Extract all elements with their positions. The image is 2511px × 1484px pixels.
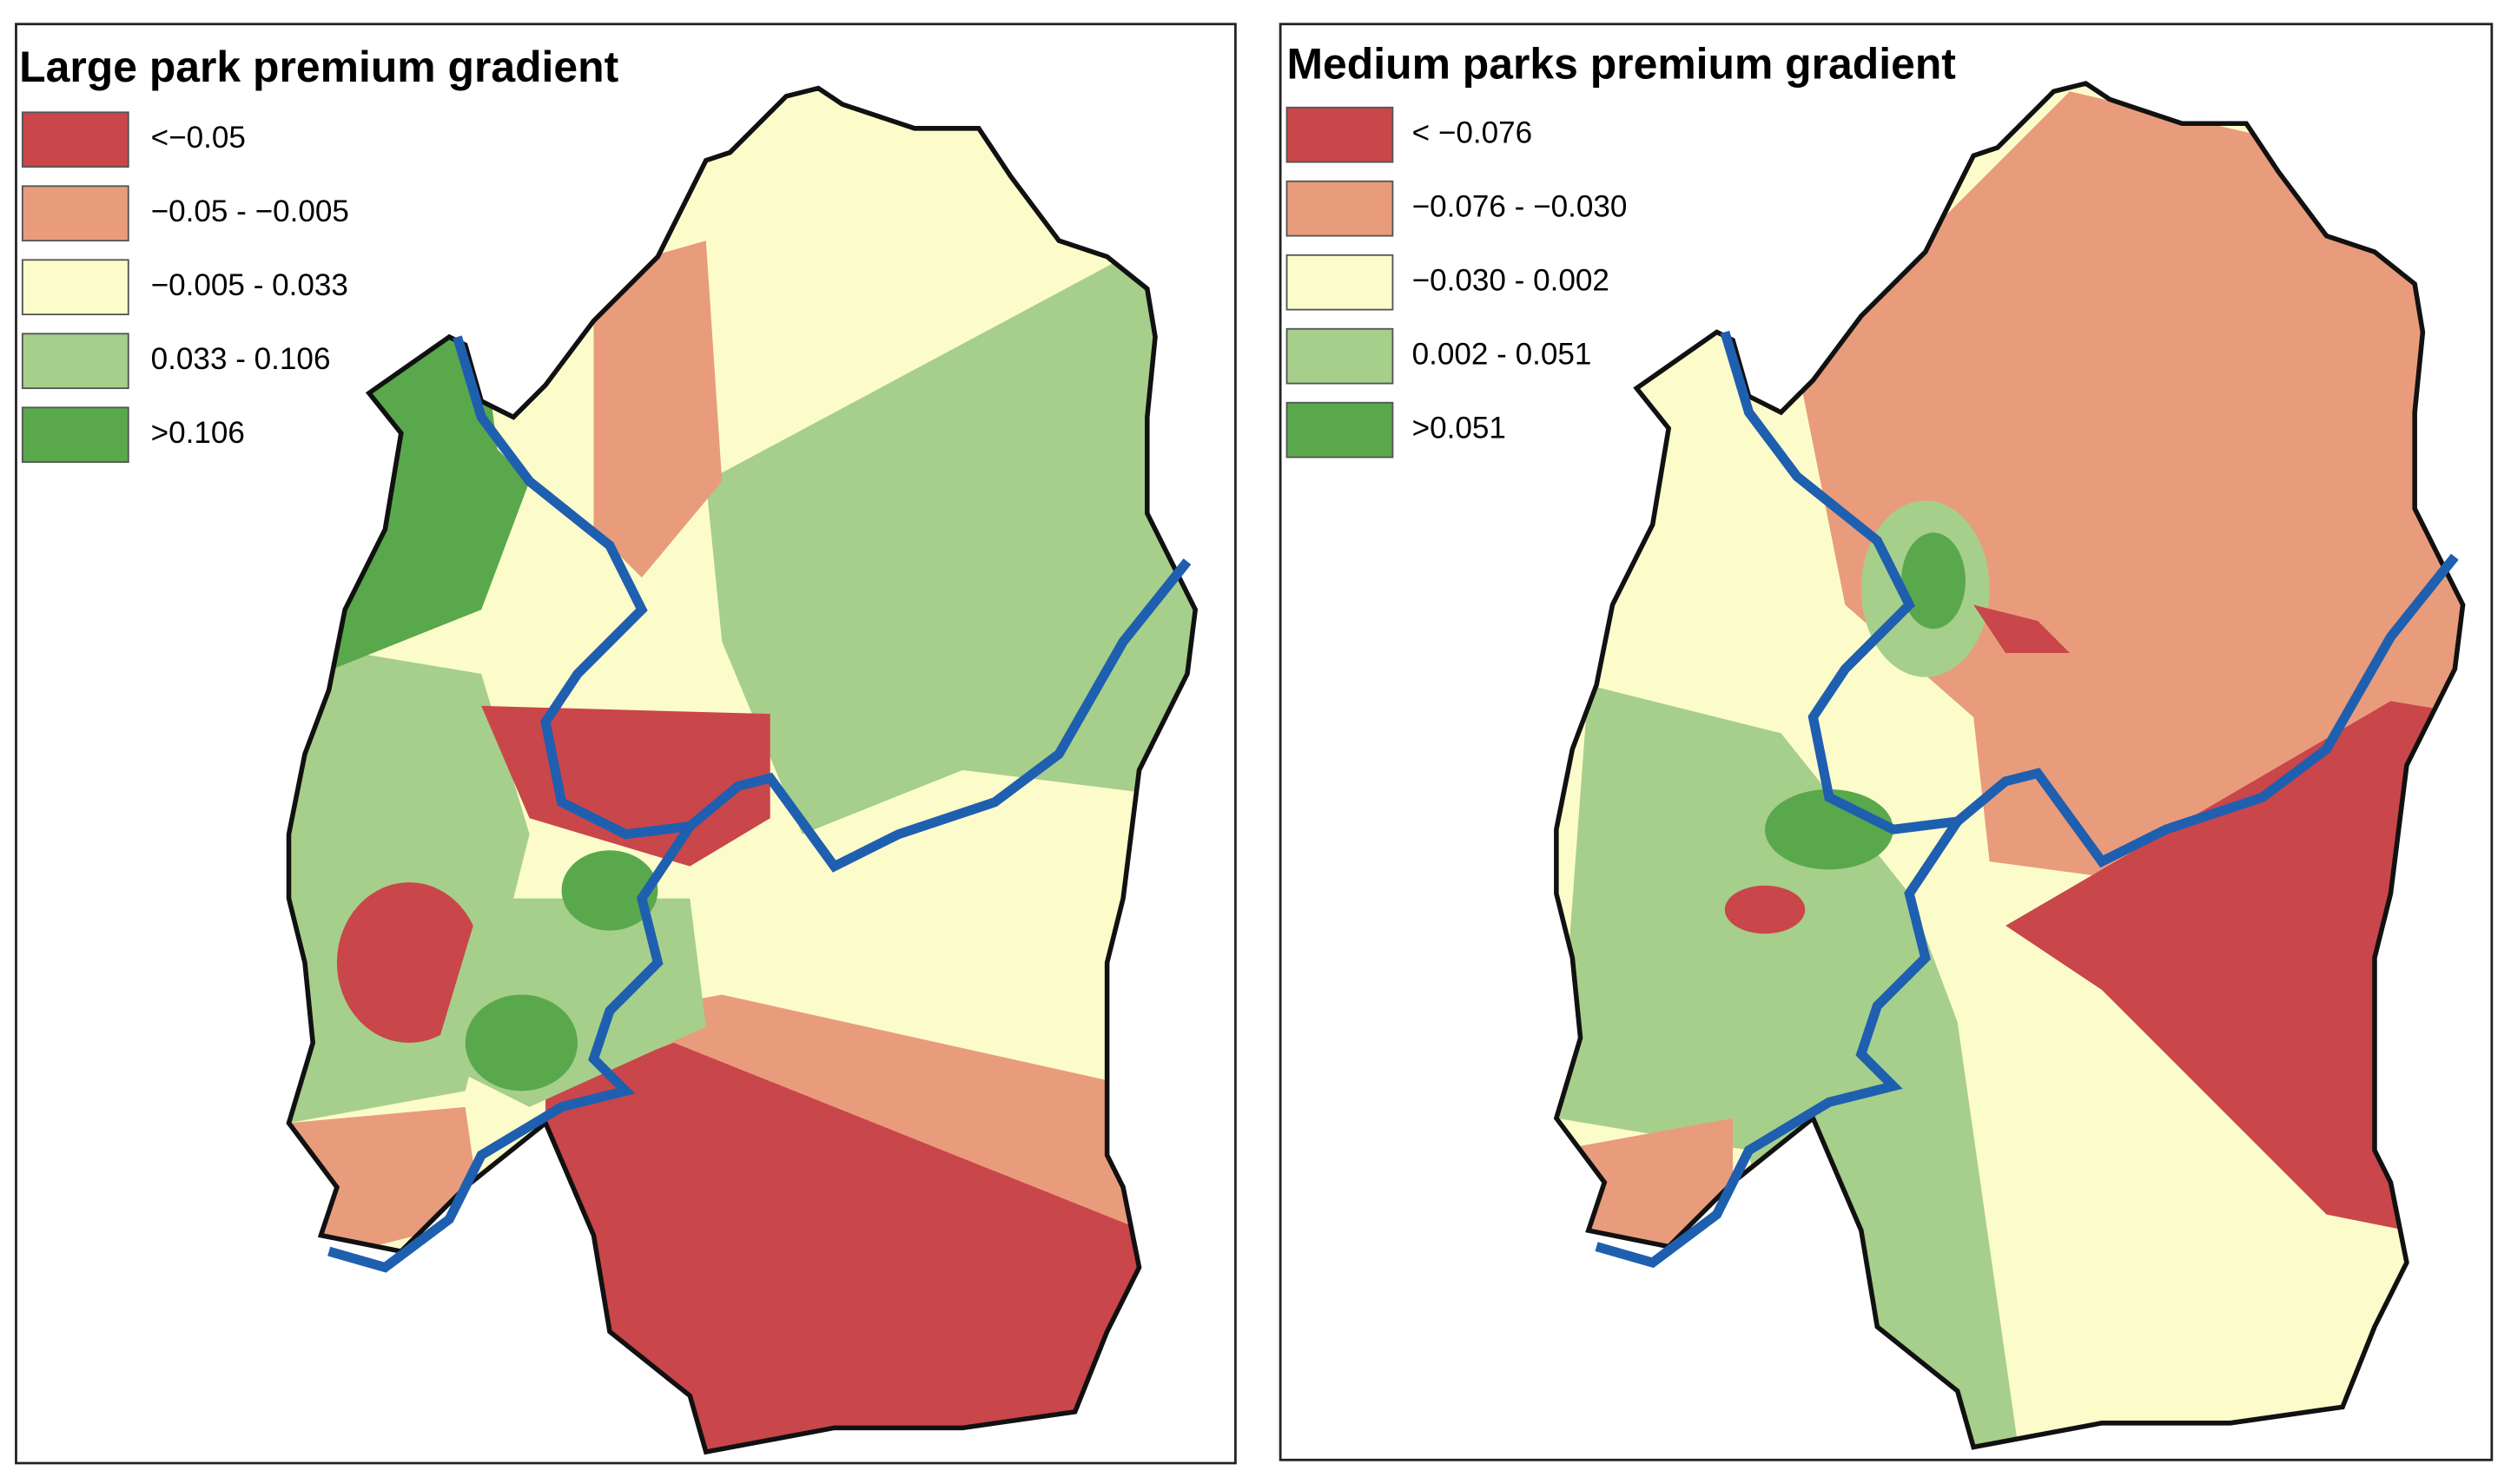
legend-swatch <box>21 259 129 316</box>
region <box>593 241 723 578</box>
legend-label: −0.005 - 0.033 <box>151 268 348 302</box>
legend-swatch <box>21 185 129 242</box>
region <box>1901 532 1966 630</box>
region <box>705 241 1196 834</box>
legend-label: <−0.05 <box>151 121 246 155</box>
legend-label: 0.033 - 0.106 <box>151 342 331 376</box>
panel-title: Medium parks premium gradient <box>1287 40 1956 89</box>
legend-swatch <box>1285 180 1394 237</box>
region <box>1724 885 1806 934</box>
legend-swatch <box>1285 254 1394 311</box>
region <box>545 1042 1156 1453</box>
legend-swatch <box>21 406 129 464</box>
river <box>327 823 694 1273</box>
legend-label: −0.030 - 0.002 <box>1412 263 1609 297</box>
map-regions <box>288 241 1196 1453</box>
map <box>1556 83 2487 1471</box>
region <box>1556 684 2022 1448</box>
map-panel: Large park premium gradient <−0.05 −0.05 -… <box>15 23 1237 1465</box>
legend-label: >0.106 <box>151 416 245 450</box>
river <box>1720 330 2459 868</box>
map-regions <box>1556 91 2463 1448</box>
legend-label: < −0.076 <box>1412 115 1533 149</box>
region <box>1796 91 2463 894</box>
legend-label: −0.076 - −0.030 <box>1412 189 1628 223</box>
region <box>465 994 578 1092</box>
region <box>336 882 482 1043</box>
region <box>2005 701 2463 1247</box>
legend-label: −0.05 - −0.005 <box>151 195 349 228</box>
panel-title: Large park premium gradient <box>19 43 618 91</box>
river <box>453 335 1192 873</box>
map-panel: Medium parks premium gradient < −0.076 −0.… <box>1279 23 2494 1471</box>
region <box>561 850 658 931</box>
river <box>1595 818 1962 1269</box>
legend-swatch <box>1285 401 1394 458</box>
legend-swatch <box>21 111 129 168</box>
legend-swatch <box>1285 106 1394 163</box>
legend-label: >0.051 <box>1412 411 1506 445</box>
legend-label: 0.002 - 0.051 <box>1412 337 1592 371</box>
region <box>1973 604 2070 653</box>
legend-swatch <box>21 333 129 390</box>
legend-swatch <box>1285 327 1394 385</box>
